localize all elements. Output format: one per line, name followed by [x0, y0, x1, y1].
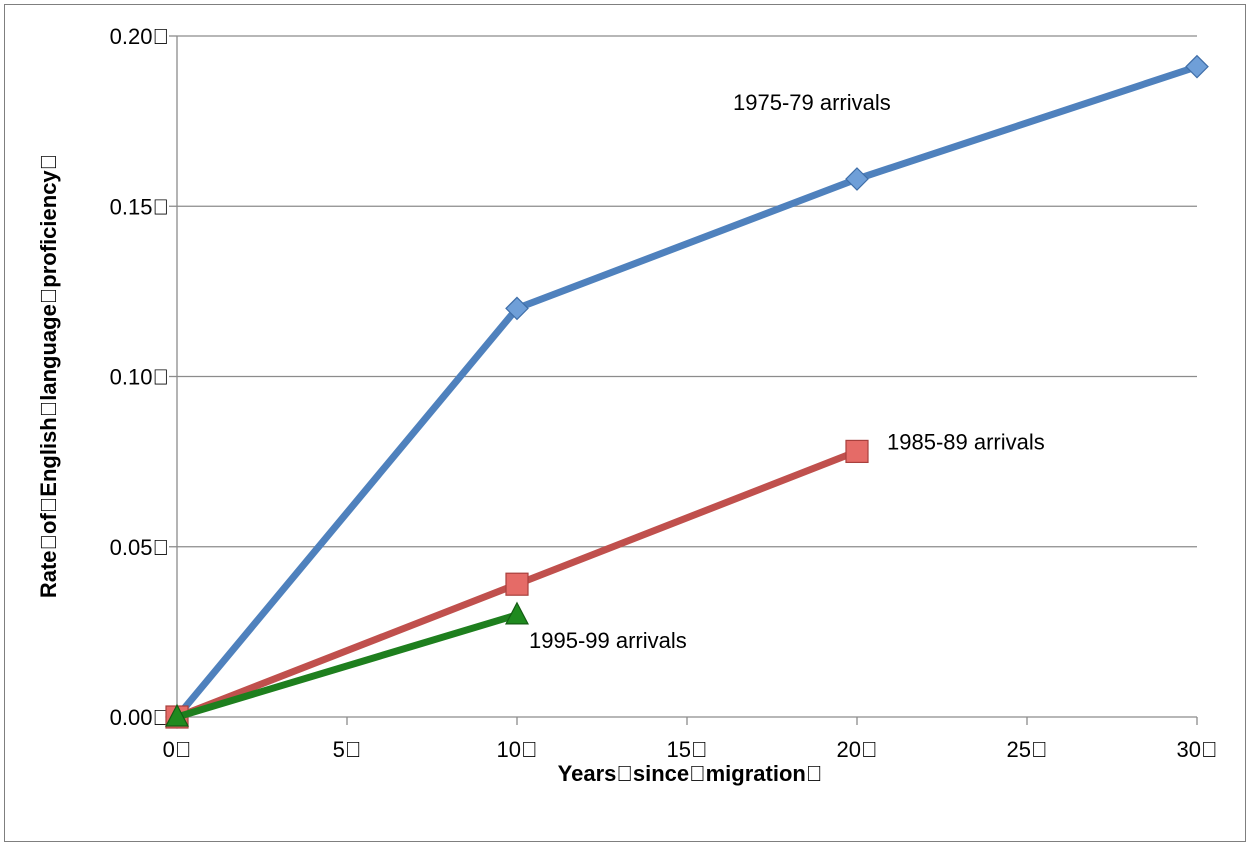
y-tick-label: 0.00 : [110, 705, 169, 730]
data-point-diamond: [1185, 54, 1209, 79]
series-line: [173, 63, 1201, 721]
grid-lines: [177, 35, 1197, 548]
series-labels: 1975-79 arrivals 1985-89 arrivals 1995-99 …: [529, 90, 1045, 653]
y-axis-title: Rate of English language proficiency : [36, 154, 61, 598]
series-label: 1985-89 arrivals: [887, 429, 1045, 454]
y-tick-label: 0.20 : [110, 24, 169, 49]
data-point-diamond: [845, 167, 869, 191]
series-label: 1975-79 arrivals: [733, 90, 891, 115]
series-lines: [165, 54, 1209, 729]
series-label: 1995-99 arrivals: [529, 628, 687, 653]
data-point-triangle: [165, 703, 189, 727]
data-point-diamond: [505, 296, 529, 321]
axes: [169, 35, 1198, 725]
x-axis-title: Years since migration : [558, 761, 823, 786]
x-tick-label: 10 : [497, 737, 538, 762]
series-line: [173, 611, 521, 721]
x-tick-label: 5 : [333, 737, 362, 762]
data-point-triangle: [505, 601, 529, 625]
x-tick-label: 0 : [163, 737, 192, 762]
data-point-square: [845, 439, 869, 464]
y-tick-labels: 0.00  0.05  0.10  0.15  0.20 : [110, 24, 169, 730]
data-point-square: [505, 572, 529, 596]
y-tick-label: 0.05 : [110, 535, 169, 560]
y-tick-label: 0.10 : [110, 365, 169, 390]
x-tick-label: 20 : [837, 737, 878, 762]
x-tick-label: 15 : [667, 737, 708, 762]
x-tick-labels: 0  5  10  15  20  25  30 : [163, 737, 1218, 762]
y-tick-label: 0.15 : [110, 194, 169, 219]
x-tick-label: 25 : [1007, 737, 1048, 762]
x-tick-label: 30 : [1177, 737, 1218, 762]
